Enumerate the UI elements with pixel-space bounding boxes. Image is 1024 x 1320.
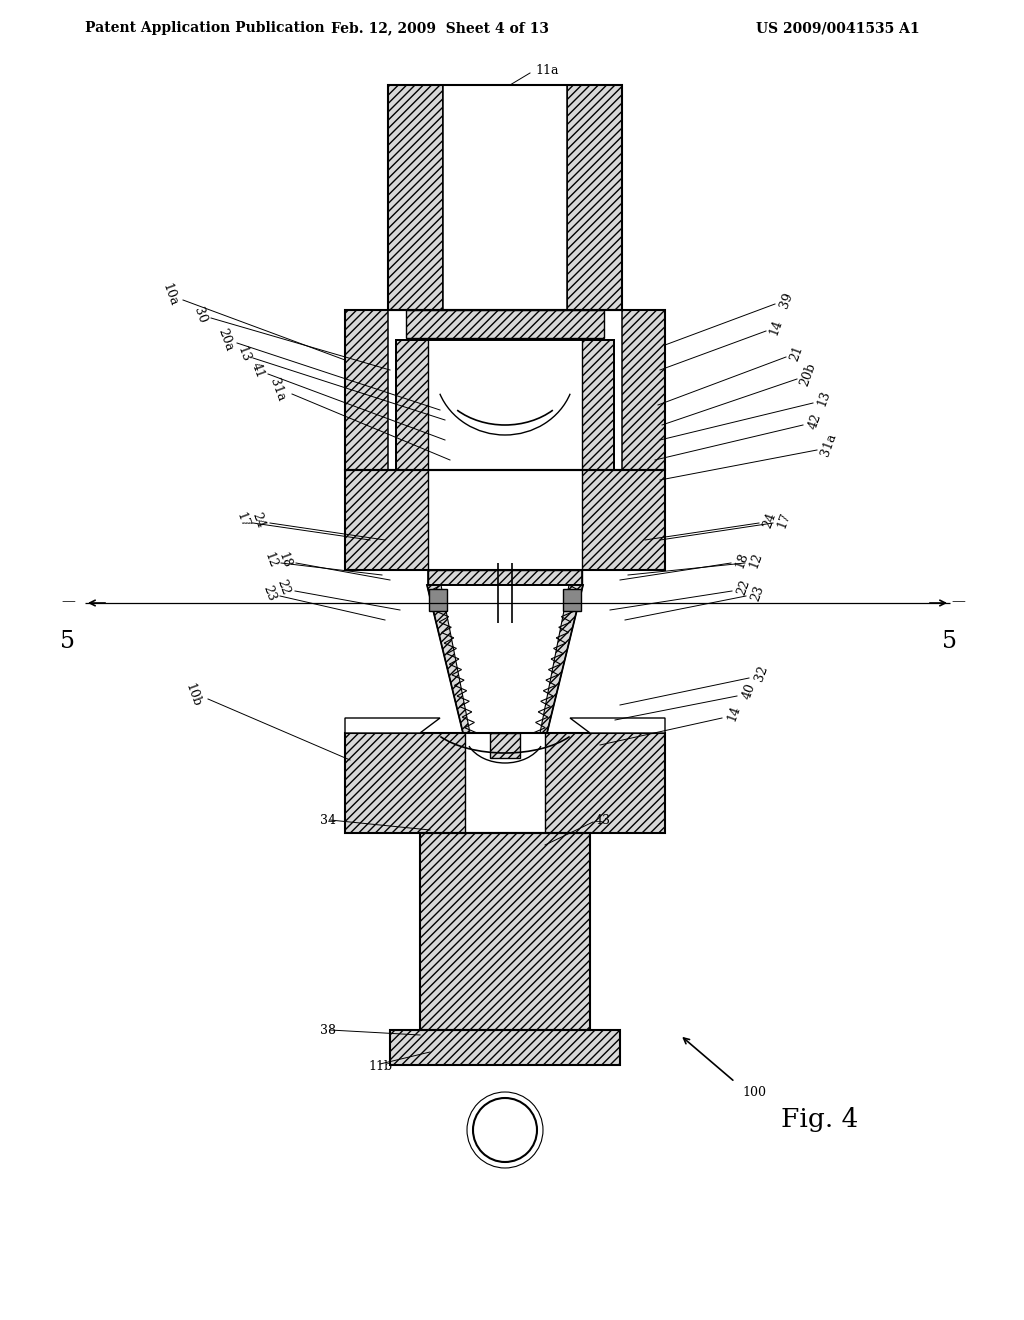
Text: 23: 23 [750,583,767,603]
Bar [388,84,622,310]
Bar [420,833,590,1030]
Text: 20b: 20b [798,362,818,388]
Circle shape [473,1098,537,1162]
Text: 23: 23 [260,583,278,603]
Text: 13: 13 [815,388,833,408]
Text: 32: 32 [753,664,770,682]
Text: 24: 24 [249,511,267,529]
Text: 31a: 31a [819,432,839,458]
Bar [345,733,665,833]
Text: 10b: 10b [182,681,203,709]
Text: Fig. 4: Fig. 4 [781,1107,859,1133]
Text: 14: 14 [767,317,784,337]
Bar [406,310,604,338]
Text: 10a: 10a [160,281,180,309]
Polygon shape [427,585,583,733]
Bar [345,470,665,570]
Text: 11a: 11a [535,63,558,77]
Bar [490,733,520,758]
Bar [465,733,545,833]
Text: 21: 21 [788,343,806,363]
Bar [429,589,447,611]
Text: 12: 12 [261,550,279,570]
Text: 41: 41 [249,360,267,380]
Text: 13: 13 [234,345,252,364]
Bar [345,310,665,470]
Polygon shape [540,585,583,733]
Bar [396,341,614,470]
Polygon shape [570,718,665,733]
Text: 17: 17 [233,511,251,529]
Text: 31a: 31a [267,376,287,404]
Text: 17: 17 [775,511,793,529]
Text: 100: 100 [742,1085,766,1098]
Text: 40: 40 [740,681,758,701]
Text: 20a: 20a [215,327,236,354]
Bar [388,84,443,310]
Text: 22: 22 [735,577,753,597]
Bar [428,570,582,585]
Bar [443,84,567,310]
Bar [567,84,622,310]
Text: US 2009/0041535 A1: US 2009/0041535 A1 [757,21,920,36]
Text: 43: 43 [595,813,611,826]
Text: —: — [951,594,965,609]
Text: Patent Application Publication: Patent Application Publication [85,21,325,36]
Text: 18: 18 [275,550,293,570]
Text: 42: 42 [806,412,824,430]
Polygon shape [427,585,470,733]
Bar [428,470,582,570]
Bar [345,310,665,470]
Text: 22: 22 [274,577,292,597]
Text: 30: 30 [191,305,209,325]
Bar [390,1030,620,1065]
Text: 5: 5 [60,630,76,652]
Bar [428,570,582,585]
Text: Feb. 12, 2009  Sheet 4 of 13: Feb. 12, 2009 Sheet 4 of 13 [331,21,549,36]
Bar [420,833,590,1030]
Text: 5: 5 [942,630,957,652]
Text: 34: 34 [319,813,336,826]
Text: —: — [61,594,75,609]
Bar [563,589,581,611]
Text: 14: 14 [725,704,742,723]
Bar [345,470,665,570]
Text: 39: 39 [777,290,795,310]
Polygon shape [345,718,440,733]
Bar [396,341,614,470]
Text: 38: 38 [319,1023,336,1036]
Bar [345,733,665,833]
Bar [428,341,582,470]
Text: 12: 12 [748,550,765,570]
Bar [388,310,622,470]
Bar [390,1030,620,1065]
Text: 11b: 11b [368,1060,392,1073]
Text: 24: 24 [761,511,779,529]
Text: 18: 18 [733,550,751,570]
